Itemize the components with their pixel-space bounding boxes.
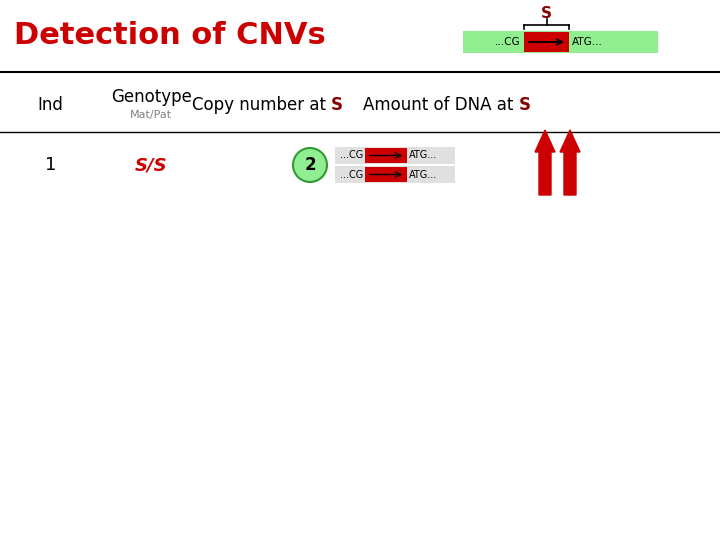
Text: Ind: Ind [37,96,63,114]
Bar [365,167,407,182]
Text: S: S [331,96,343,114]
Text: ...CG: ...CG [495,37,521,47]
FancyArrow shape [560,130,580,195]
Text: Amount of DNA at: Amount of DNA at [363,96,518,114]
Text: ...CG: ...CG [340,170,363,179]
Bar [335,166,455,183]
Text: Mat/Pat: Mat/Pat [130,110,172,120]
Text: ATG...: ATG... [409,170,437,179]
FancyArrow shape [535,130,555,195]
Bar [335,147,455,164]
Text: 1: 1 [45,156,56,174]
Text: 2: 2 [304,156,316,174]
Bar [463,31,658,53]
Text: ...CG: ...CG [340,151,363,160]
Text: Detection of CNVs: Detection of CNVs [14,21,325,50]
Bar [524,32,569,52]
Bar [365,148,407,163]
Circle shape [293,148,327,182]
Text: S: S [541,5,552,21]
Text: ATG...: ATG... [572,37,603,47]
Text: S: S [518,96,531,114]
Text: Genotype: Genotype [111,88,192,106]
Text: Copy number at: Copy number at [192,96,331,114]
Text: ATG...: ATG... [409,151,437,160]
Text: S/S: S/S [135,156,168,174]
